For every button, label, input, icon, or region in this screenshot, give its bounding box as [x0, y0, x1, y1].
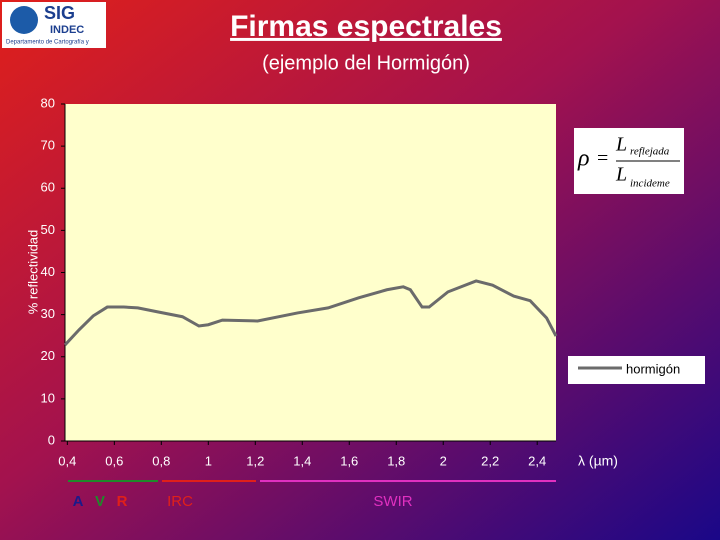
formula-den-sub: incideme: [630, 178, 670, 190]
x-tick-label: 1,2: [246, 453, 264, 468]
x-tick-label: 2,4: [528, 453, 546, 468]
x-tick-label: 2,2: [481, 453, 499, 468]
y-tick-label: 0: [48, 432, 55, 447]
y-axis-label: % reflectividad: [25, 230, 40, 315]
title: Firmas espectrales: [230, 10, 502, 43]
band-label: A: [73, 493, 84, 510]
x-tick-label: 1,8: [387, 453, 405, 468]
formula-eq: =: [597, 148, 608, 170]
logo-globe: [10, 6, 38, 34]
x-tick-label: 1: [205, 453, 212, 468]
x-axis-label: λ (µm): [578, 453, 618, 469]
x-tick-label: 0,4: [58, 453, 76, 468]
series-line: [63, 279, 558, 346]
y-tick-label: 50: [41, 222, 55, 237]
x-tick-label: 1,4: [293, 453, 311, 468]
y-tick-label: 60: [41, 180, 55, 195]
band-label: IRC: [167, 493, 193, 510]
y-tick-label: 40: [41, 264, 55, 279]
logo-text: INDEC: [50, 24, 84, 36]
y-tick-label: 30: [41, 306, 55, 321]
formula-num: L: [615, 134, 627, 156]
logo-text: Departamento de Cartografía y: [6, 40, 89, 46]
y-tick-label: 10: [41, 390, 55, 405]
y-tick-label: 70: [41, 138, 55, 153]
logo-text: SIG: [44, 3, 75, 23]
band-label: R: [117, 493, 128, 510]
y-tick-label: 20: [41, 348, 55, 363]
legend-label: hormigón: [626, 361, 680, 376]
x-tick-label: 2: [440, 453, 447, 468]
band-label: V: [95, 493, 105, 510]
formula-rho: ρ: [577, 146, 590, 172]
y-tick-label: 80: [41, 95, 55, 110]
formula-den: L: [615, 164, 627, 186]
x-tick-label: 1,6: [340, 453, 358, 468]
x-tick-label: 0,6: [105, 453, 123, 468]
formula-num-sub: reflejada: [630, 146, 670, 158]
plot-area: [65, 104, 556, 441]
legend: [568, 356, 705, 384]
subtitle: (ejemplo del Hormigón): [262, 52, 470, 74]
band-label: SWIR: [373, 493, 412, 510]
x-tick-label: 0,8: [152, 453, 170, 468]
